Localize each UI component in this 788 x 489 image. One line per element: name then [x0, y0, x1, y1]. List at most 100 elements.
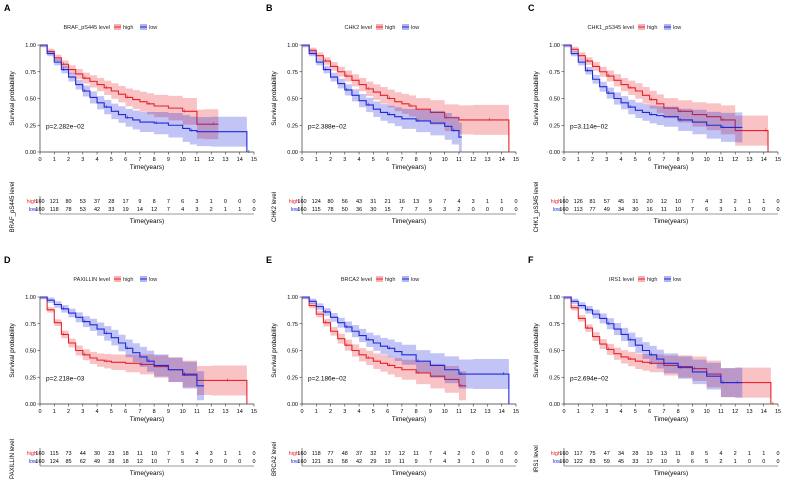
- risk-row-label-low: low: [553, 207, 561, 213]
- risk-count-low: 2: [195, 459, 198, 465]
- risk-count-high: 44: [80, 451, 86, 457]
- risk-count-low: 17: [647, 459, 653, 465]
- risk-count-high: 124: [312, 199, 321, 205]
- risk-count-low: 83: [589, 459, 595, 465]
- x-tick-label: 11: [194, 409, 200, 415]
- panel-letter: C: [528, 3, 535, 13]
- risk-count-high: 0: [514, 451, 517, 457]
- x-tick-label: 0: [562, 157, 565, 163]
- risk-count-low: 0: [472, 207, 475, 213]
- x-tick-label: 11: [456, 409, 462, 415]
- risk-count-high: 0: [238, 199, 241, 205]
- risk-count-low: 11: [399, 459, 405, 465]
- y-tick-label: 1.00: [549, 295, 560, 301]
- risk-count-low: 30: [370, 207, 376, 213]
- risk-count-high: 160: [559, 199, 568, 205]
- ci-band-low: [564, 297, 743, 398]
- survival-curve-low: [564, 296, 743, 384]
- risk-count-high: 17: [385, 451, 391, 457]
- risk-row-label-low: low: [29, 459, 37, 465]
- risk-count-low: 50: [342, 207, 348, 213]
- risk-table-xlabel: Time(years): [654, 470, 688, 477]
- risk-count-high: 32: [370, 451, 376, 457]
- survival-curve-low: [302, 296, 510, 404]
- y-tick-label: 0.50: [25, 97, 36, 103]
- risk-count-high: 13: [661, 451, 667, 457]
- x-tick-label: 2: [329, 409, 332, 415]
- risk-count-low: 12: [137, 459, 143, 465]
- risk-count-low: 7: [400, 207, 403, 213]
- x-tick-label: 4: [96, 157, 99, 163]
- legend-high-label: high: [647, 277, 657, 283]
- risk-count-low: 3: [457, 459, 460, 465]
- risk-count-high: 34: [618, 451, 624, 457]
- risk-count-high: 28: [108, 199, 114, 205]
- legend-high-label: high: [385, 25, 395, 31]
- x-tick-label: 3: [81, 157, 84, 163]
- y-tick-label: 0.00: [25, 402, 36, 408]
- risk-count-low: 7: [167, 459, 170, 465]
- x-tick-label: 6: [648, 409, 651, 415]
- x-tick-label: 3: [81, 409, 84, 415]
- risk-table-xlabel: Time(years): [654, 218, 688, 225]
- legend-title: BRCA2 level: [341, 277, 372, 283]
- y-tick-label: 0.00: [287, 402, 298, 408]
- y-tick-label: 0.00: [287, 150, 298, 156]
- legend-title: PAXILLIN level: [73, 277, 110, 283]
- ci-band-high: [564, 297, 771, 404]
- x-axis-label: Time(years): [392, 164, 426, 171]
- risk-count-low: 115: [312, 207, 321, 213]
- p-value: p=2.218e−03: [46, 375, 85, 382]
- x-tick-label: 2: [591, 409, 594, 415]
- x-tick-label: 12: [470, 157, 476, 163]
- risk-count-low: 0: [500, 459, 503, 465]
- risk-count-high: 10: [151, 451, 157, 457]
- risk-count-low: 78: [65, 207, 71, 213]
- survival-curve-high: [40, 44, 219, 125]
- risk-count-high: 121: [50, 199, 59, 205]
- y-tick-label: 1.00: [25, 43, 36, 49]
- x-tick-label: 6: [124, 409, 127, 415]
- x-tick-label: 12: [732, 409, 738, 415]
- risk-count-low: 58: [342, 459, 348, 465]
- legend-title: IRS1 level: [609, 277, 634, 283]
- survival-curve-low: [564, 44, 743, 128]
- risk-count-high: 115: [50, 451, 59, 457]
- legend-high-label: high: [647, 25, 657, 31]
- risk-row-label-high: high: [289, 451, 299, 457]
- risk-count-low: 7: [691, 207, 694, 213]
- x-tick-label: 11: [456, 157, 462, 163]
- x-tick-label: 0: [38, 409, 41, 415]
- legend-low-label: low: [411, 277, 419, 283]
- risk-count-high: 4: [457, 199, 460, 205]
- risk-count-high: 126: [574, 199, 583, 205]
- risk-count-low: 29: [370, 459, 376, 465]
- x-tick-label: 3: [343, 157, 346, 163]
- risk-count-low: 7: [167, 207, 170, 213]
- survival-curve-high: [302, 296, 467, 387]
- x-axis-label: Time(years): [392, 416, 426, 423]
- y-tick-label: 0.25: [549, 375, 560, 381]
- panel-letter: F: [528, 255, 534, 265]
- risk-table-label: IRS1 level: [534, 445, 540, 472]
- legend: BRCA2 level high low: [341, 276, 419, 283]
- x-tick-label: 1: [577, 409, 580, 415]
- x-tick-label: 4: [620, 409, 623, 415]
- risk-count-high: 1: [224, 451, 227, 457]
- x-tick-label: 9: [691, 157, 694, 163]
- risk-count-high: 6: [181, 199, 184, 205]
- risk-table-label: PAXILLIN level: [10, 439, 16, 479]
- y-tick-label: 0.25: [25, 123, 36, 129]
- risk-count-low: 121: [312, 459, 321, 465]
- x-tick-label: 14: [761, 409, 767, 415]
- y-tick-label: 1.00: [287, 295, 298, 301]
- y-tick-label: 0.25: [287, 375, 298, 381]
- risk-count-low: 122: [574, 459, 583, 465]
- risk-count-high: 2: [734, 451, 737, 457]
- legend-low-label: low: [673, 25, 681, 31]
- panel-letter: B: [266, 3, 273, 13]
- y-tick-label: 0.00: [549, 402, 560, 408]
- risk-count-low: 45: [618, 459, 624, 465]
- y-axis-label: Survival probability: [533, 322, 540, 377]
